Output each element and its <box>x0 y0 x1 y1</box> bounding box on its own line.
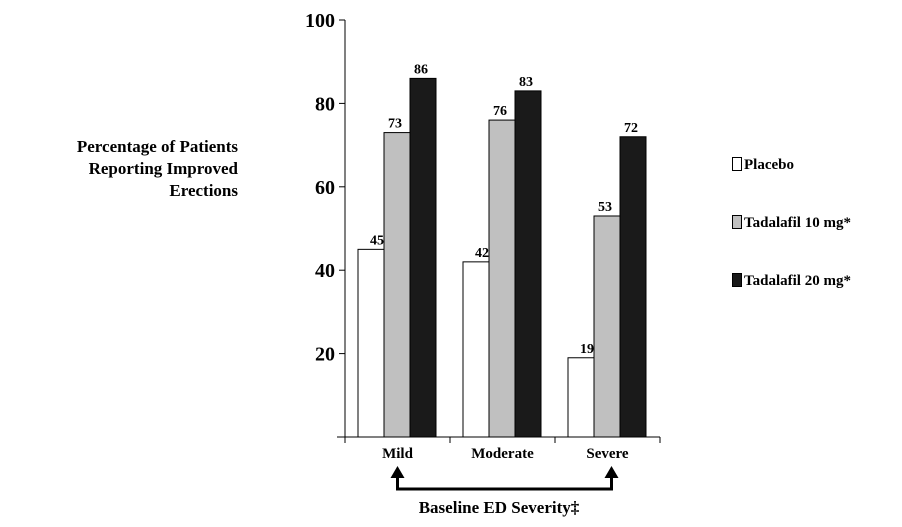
bar-moderate-series-3 <box>514 90 542 438</box>
legend-item-tadalafil-20: Tadalafil 20 mg* <box>732 268 900 294</box>
bar-severe-series-1 <box>567 357 595 438</box>
y-axis-title-line-2: Reporting Improved <box>88 159 238 178</box>
bars <box>357 77 647 438</box>
y-tick-label: 80 <box>315 93 335 115</box>
legend-swatch-tadalafil-20 <box>732 273 742 287</box>
y-axis-title: Percentage of Patients Reporting Improve… <box>0 136 238 202</box>
legend: Placebo Tadalafil 10 mg* Tadalafil 20 mg… <box>732 152 900 326</box>
bar-mild-series-3 <box>409 77 437 438</box>
data-labels: 45 73 86 42 76 83 19 53 72 <box>370 62 638 356</box>
legend-label-tadalafil-20: Tadalafil 20 mg* <box>744 273 851 289</box>
legend-swatch-tadalafil-10 <box>732 215 742 229</box>
data-label: 83 <box>519 75 533 90</box>
legend-label-tadalafil-10: Tadalafil 10 mg* <box>744 215 851 231</box>
bar-mild-series-1 <box>357 248 385 438</box>
data-label: 42 <box>475 246 489 261</box>
y-axis-title-line-1: Percentage of Patients <box>76 137 238 156</box>
bar-severe-series-3 <box>619 136 647 438</box>
x-axis-title: Baseline ED Severity‡ <box>418 498 580 517</box>
y-tick-label: 60 <box>315 177 335 199</box>
bar-mild-series-2 <box>383 132 411 438</box>
bar-moderate-series-1 <box>462 261 490 438</box>
severity-bracket-arrow <box>390 466 619 491</box>
y-tick-label: 20 <box>315 344 335 366</box>
legend-swatch-placebo <box>732 157 742 171</box>
x-tick-label: Moderate <box>471 446 534 462</box>
arrow-head <box>390 466 405 478</box>
y-tick-label: 100 <box>305 10 335 32</box>
arrow-head <box>604 466 619 478</box>
x-tick-label: Mild <box>382 446 413 462</box>
legend-item-tadalafil-10: Tadalafil 10 mg* <box>732 210 900 236</box>
data-label: 53 <box>598 200 612 215</box>
y-axis-title-line-3: Erections <box>169 181 238 200</box>
data-label: 45 <box>370 233 384 248</box>
bracket-line <box>396 476 613 491</box>
axes: 20 40 60 80 100 Mild Moderate Severe <box>305 10 661 462</box>
data-label: 19 <box>580 342 594 357</box>
bar-severe-series-2 <box>593 215 621 438</box>
legend-label-placebo: Placebo <box>744 157 794 173</box>
data-label: 73 <box>388 117 402 132</box>
legend-item-placebo: Placebo <box>732 152 900 178</box>
bar-moderate-series-2 <box>488 119 516 438</box>
data-label: 72 <box>624 121 638 136</box>
y-tick-label: 40 <box>315 260 335 282</box>
x-tick-label: Severe <box>586 446 629 462</box>
data-label: 86 <box>414 62 428 77</box>
data-label: 76 <box>493 104 507 119</box>
